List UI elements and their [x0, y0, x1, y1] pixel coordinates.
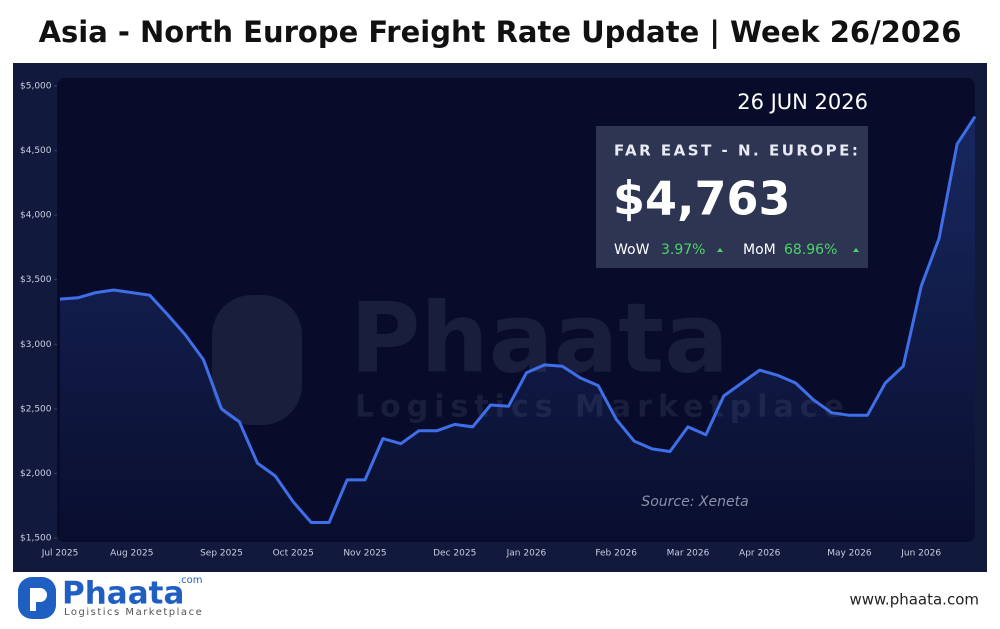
- footer-brand: Phaata: [62, 576, 184, 612]
- mom-arrow: [853, 248, 859, 252]
- info-box: [596, 126, 868, 268]
- mom-value: 68.96%: [784, 242, 837, 258]
- y-tick-label: $4,000: [20, 211, 52, 221]
- series-line: [59, 115, 977, 524]
- footer-tagline: Logistics Marketplace: [64, 607, 203, 618]
- y-tick-label: $5,000: [20, 82, 52, 92]
- box-value: $4,763: [613, 172, 791, 226]
- x-tick-label: May 2026: [827, 549, 872, 559]
- box-title: FAR EAST - N. EUROPE:: [614, 142, 860, 160]
- x-tick-label: Aug 2025: [110, 549, 153, 559]
- y-tick-label: $4,500: [20, 146, 52, 156]
- x-tick-label: Feb 2026: [595, 549, 637, 559]
- y-tick-label: $2,000: [20, 469, 52, 479]
- footer-brand-suffix: .com: [178, 575, 203, 586]
- source: Source: Xeneta: [641, 494, 748, 510]
- x-tick-label: Jun 2026: [900, 549, 941, 559]
- x-tick-label: Mar 2026: [667, 549, 710, 559]
- watermark-logo: [212, 295, 302, 425]
- x-tick-label: Dec 2025: [433, 549, 476, 559]
- y-tick-label: $3,500: [20, 275, 52, 285]
- y-tick-label: $1,500: [20, 534, 52, 544]
- x-tick-label: Jul 2025: [41, 549, 79, 559]
- footer-logo: Phaata .com Logistics Marketplace: [18, 575, 203, 619]
- date-label: 26 JUN 2026: [737, 90, 868, 114]
- x-tick-label: Jan 2026: [506, 549, 547, 559]
- footer-url: www.phaata.com: [850, 591, 980, 609]
- y-tick-label: $2,500: [20, 404, 52, 414]
- wow-arrow: [717, 248, 723, 252]
- logo-p: [30, 588, 47, 611]
- mom-label: MoM: [743, 242, 776, 258]
- chart-title: Asia - North Europe Freight Rate Update …: [39, 15, 962, 49]
- wow-value: 3.97%: [661, 242, 705, 258]
- wow-label: WoW: [614, 242, 650, 258]
- x-tick-label: Sep 2025: [200, 549, 243, 559]
- y-tick-label: $3,000: [20, 340, 52, 350]
- area-fill: [60, 116, 975, 540]
- x-tick-label: Apr 2026: [739, 549, 781, 559]
- x-tick-label: Nov 2025: [343, 549, 386, 559]
- x-tick-label: Oct 2025: [273, 549, 314, 559]
